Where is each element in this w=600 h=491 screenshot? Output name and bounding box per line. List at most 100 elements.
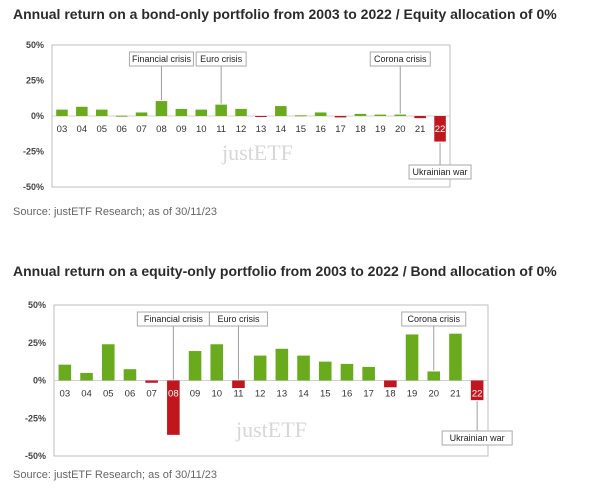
x-tick-label: 10	[211, 389, 222, 400]
x-tick-label: 05	[103, 389, 114, 400]
x-tick-label: 03	[60, 389, 71, 400]
bar-19	[374, 114, 387, 116]
y-tick-label: -50%	[25, 451, 46, 461]
annotation-label: Ukrainian war	[413, 167, 468, 177]
x-tick-label: 17	[363, 389, 374, 400]
x-tick-label: 22	[435, 124, 446, 135]
x-tick-label: 15	[295, 124, 306, 135]
annotation-box	[408, 164, 472, 180]
bar-06	[115, 115, 128, 117]
x-tick-label: 21	[450, 389, 461, 400]
x-tick-label: 09	[190, 389, 201, 400]
annotation-label: Corona crisis	[407, 314, 460, 324]
annotation-label: Euro crisis	[200, 54, 243, 64]
bar-10	[195, 109, 208, 116]
annotation-box	[369, 51, 431, 67]
bar-15	[294, 115, 307, 117]
bar-16	[314, 112, 327, 116]
y-tick-label: 25%	[26, 76, 44, 86]
bar-14	[275, 106, 287, 116]
y-tick-label: 50%	[28, 300, 46, 310]
annotation-box	[128, 51, 194, 67]
bar-08	[167, 380, 180, 435]
y-tick-label: -25%	[23, 147, 44, 157]
bond-only-bar-chart: justETF 50% 25% 0% -25% -50% 03 04 05 06 07 08 09 10 1…	[23, 40, 472, 192]
bar-16	[340, 363, 354, 381]
x-tick-label: 13	[256, 124, 267, 135]
bar-09	[175, 108, 188, 116]
bar-13	[255, 116, 267, 117]
x-tick-label: 19	[407, 389, 418, 400]
y-tick-label: 50%	[26, 40, 44, 50]
x-tick-label: 20	[428, 389, 439, 400]
bar-15	[318, 361, 332, 381]
bar-21	[449, 333, 462, 381]
x-tick-label: 13	[277, 389, 288, 400]
bar-07	[145, 380, 158, 383]
x-tick-label: 19	[375, 124, 386, 135]
watermark-text: justETF	[235, 417, 307, 442]
x-tick-label: 22	[472, 389, 483, 400]
chart-source: Source: justETF Research; as of 30/11/23	[13, 206, 218, 218]
y-tick-label: -25%	[25, 413, 46, 423]
annotation-label: Ukrainian war	[450, 433, 505, 443]
x-tick-label: 21	[415, 124, 426, 135]
x-tick-label: 11	[234, 389, 244, 400]
x-tick-label: 06	[116, 124, 127, 135]
y-tick-label: 25%	[28, 338, 46, 348]
annotation-label: Corona crisis	[374, 54, 427, 64]
y-tick-label: -50%	[23, 182, 44, 192]
annotation-box	[195, 51, 247, 67]
x-tick-label: 10	[196, 124, 207, 135]
annotation-box	[401, 311, 467, 327]
x-tick-label: 03	[57, 124, 68, 135]
x-tick-label: 18	[385, 389, 396, 400]
bar-03	[56, 109, 68, 116]
bar-03	[58, 364, 72, 381]
x-tick-label: 09	[176, 124, 187, 135]
x-tick-label: 07	[136, 124, 147, 135]
bar-12	[235, 108, 247, 116]
bar-11	[232, 380, 245, 389]
bar-06	[123, 369, 137, 381]
chart-source: Source: justETF Research; as of 30/11/23	[13, 469, 218, 481]
equity-only-bar-chart: justETF 50% 25% 0% -25% -50% 03 04 05 06 07 08 09 10 1…	[25, 300, 513, 461]
bar-22	[470, 380, 484, 401]
x-tick-label: 16	[342, 389, 353, 400]
chart-title: Annual return on a bond-only portfolio f…	[13, 6, 557, 22]
x-tick-label: 18	[355, 124, 366, 135]
bar-05	[95, 109, 108, 116]
bar-18	[354, 113, 367, 116]
x-tick-label: 17	[335, 124, 346, 135]
x-tick-label: 15	[320, 389, 331, 400]
bar-14	[297, 355, 310, 381]
bar-08	[155, 101, 168, 116]
y-tick-label: 0%	[33, 376, 46, 386]
bar-18	[384, 380, 397, 388]
x-tick-label: 04	[81, 389, 92, 400]
bar-05	[101, 344, 115, 381]
x-tick-label: 07	[146, 389, 157, 400]
x-tick-label: 16	[315, 124, 326, 135]
bar-11	[215, 104, 227, 116]
annotation-label: Euro crisis	[217, 314, 260, 324]
bar-20	[394, 114, 407, 116]
bar-07	[135, 112, 148, 116]
x-tick-label: 12	[236, 124, 247, 135]
x-tick-label: 11	[216, 124, 226, 135]
bar-17	[362, 366, 375, 381]
annotation-label: Financial crisis	[132, 54, 192, 64]
x-tick-label: 08	[156, 124, 167, 135]
x-tick-label: 12	[255, 389, 266, 400]
x-tick-label: 06	[125, 389, 136, 400]
bar-21	[414, 116, 426, 119]
chart-title: Annual return on a equity-only portfolio…	[13, 263, 557, 279]
bar-17	[334, 116, 347, 118]
annotation-label: Financial crisis	[144, 314, 204, 324]
bar-12	[253, 355, 267, 381]
x-tick-label: 08	[168, 389, 179, 400]
bar-04	[80, 372, 93, 381]
bar-22	[434, 116, 446, 142]
bar-10	[210, 344, 224, 381]
bar-13	[275, 348, 289, 381]
